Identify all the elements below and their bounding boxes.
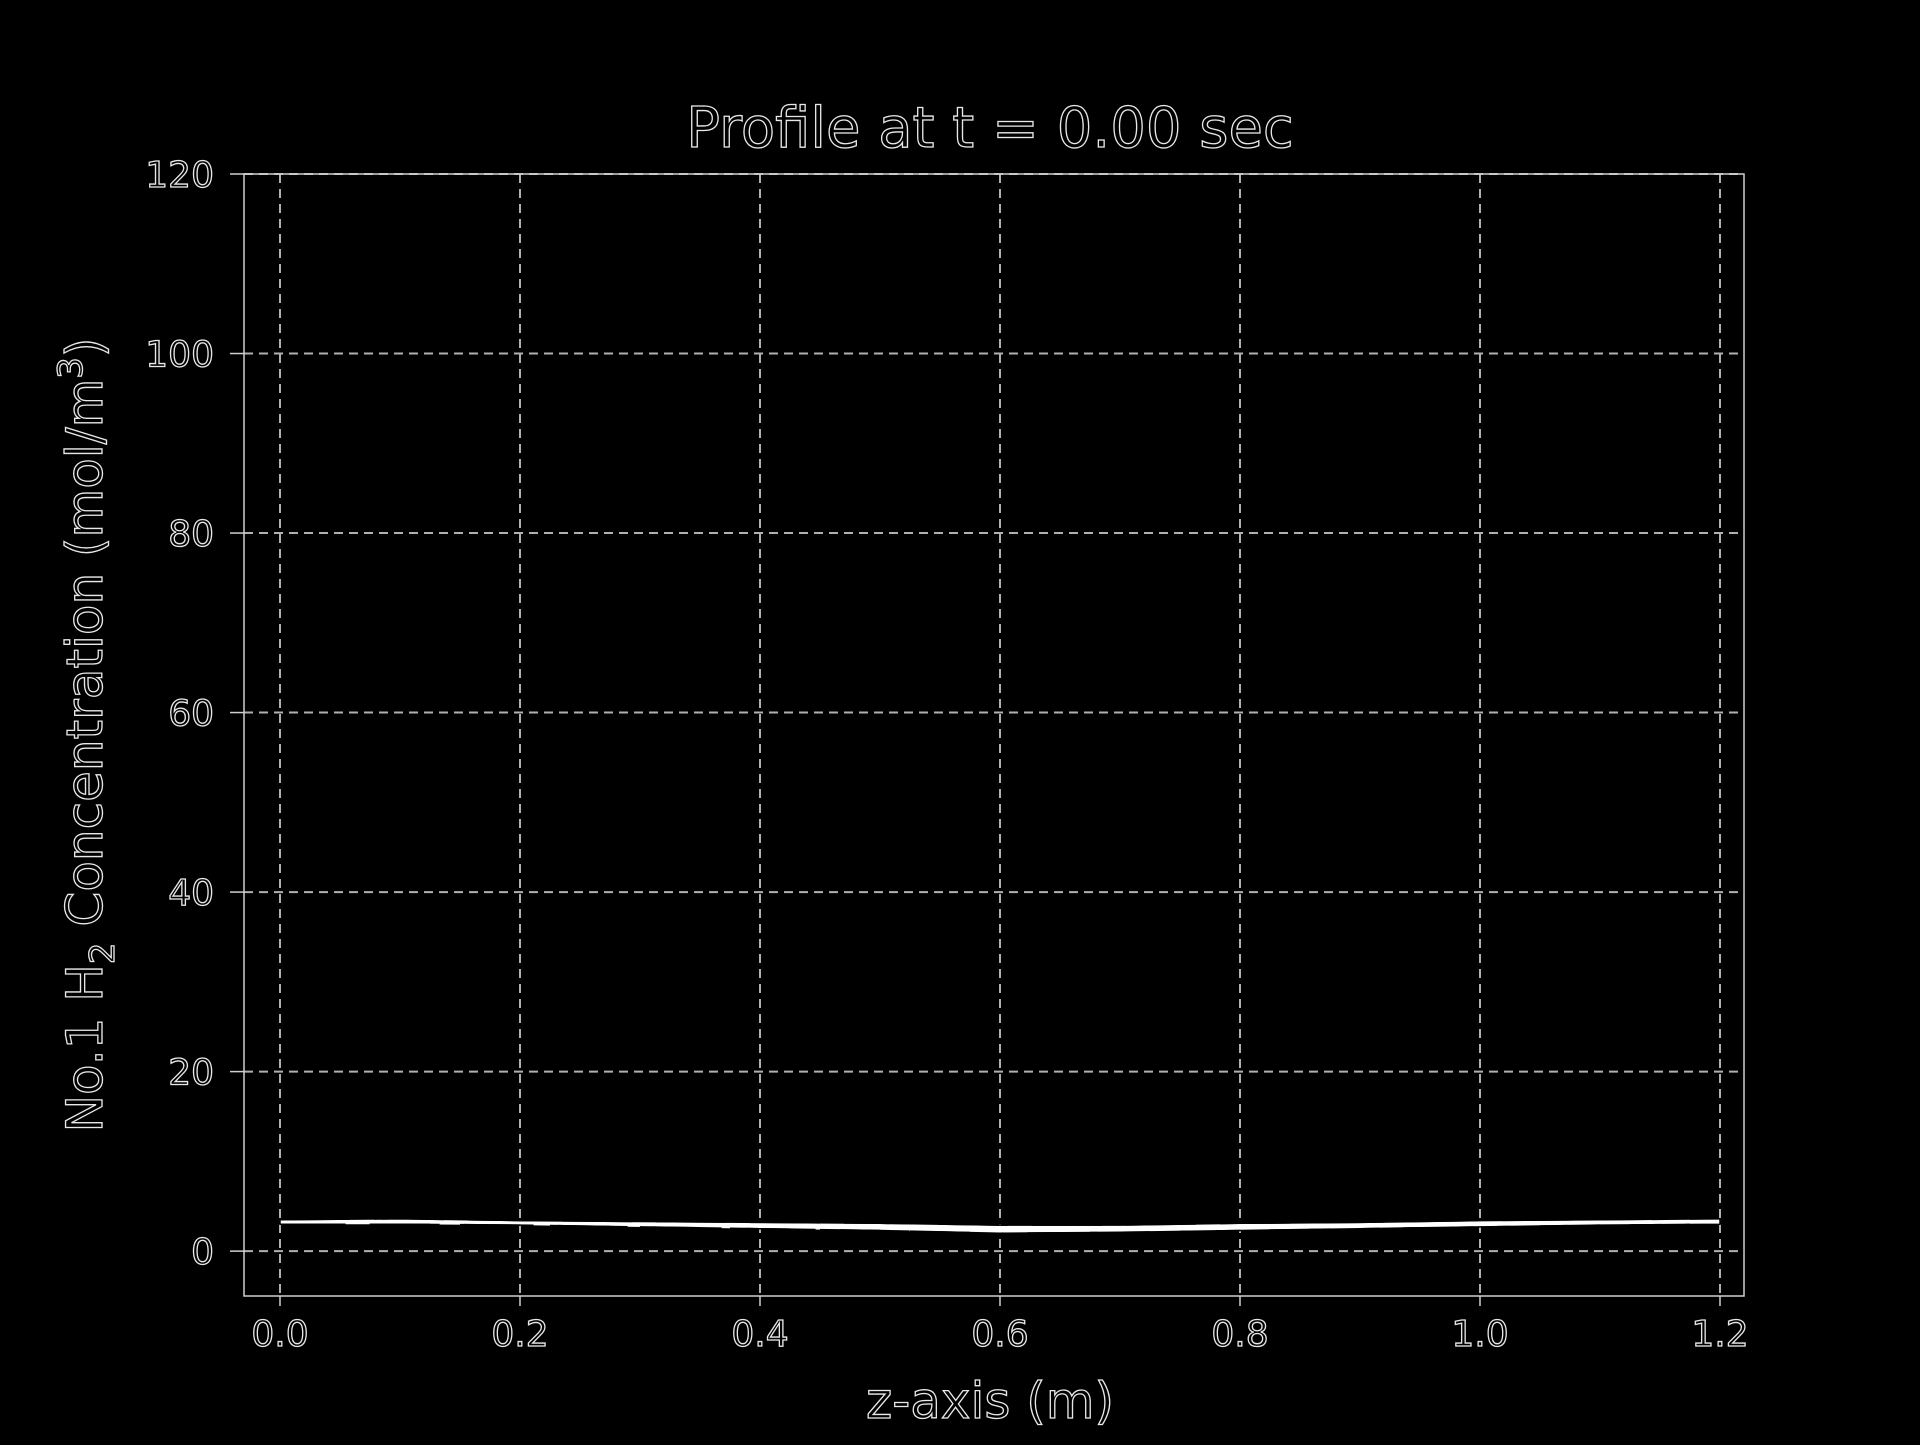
- y-label-subscript: 2: [83, 942, 123, 964]
- series-layer: [279, 1218, 1721, 1234]
- y-tick-label: 20: [168, 1053, 214, 1094]
- x-tick-label: 1.0: [1451, 1314, 1508, 1355]
- x-tick-label: 1.2: [1691, 1314, 1748, 1355]
- plot-frame: [243, 173, 1745, 1297]
- y-label-prefix: No.1 H: [56, 964, 114, 1132]
- x-tick-label: 0.0: [251, 1314, 308, 1355]
- x-tick-label: 0.2: [491, 1314, 548, 1355]
- y-tick-label: 100: [145, 335, 214, 376]
- y-axis-label: No.1 H2 Concentration (mol/m3): [51, 338, 123, 1133]
- chart-title: Profile at t = 0.00 sec: [686, 96, 1293, 161]
- series-line-upper: [279, 1218, 1721, 1226]
- x-axis-label: z-axis (m): [866, 1372, 1114, 1430]
- series-line-lower: [280, 1223, 1721, 1234]
- x-tick-label: 0.8: [1211, 1314, 1268, 1355]
- x-tick-label: 0.4: [731, 1314, 788, 1355]
- y-tick-label: 40: [168, 873, 214, 914]
- y-label-superscript: 3: [51, 357, 91, 379]
- y-tick-label: 60: [168, 694, 214, 735]
- grid-layer: [244, 173, 1744, 1296]
- y-tick-label: 80: [168, 514, 214, 555]
- x-tick-label: 0.6: [971, 1314, 1028, 1355]
- ticks-layer: 0.0 0.2 0.4 0.6 0.8 1.0 1.2 0 20 40 60 80 100 120: [145, 154, 1750, 1355]
- y-label-suffix: ): [56, 338, 114, 358]
- y-label-middle: Concentration (mol/m: [56, 379, 114, 943]
- y-tick-label: 120: [145, 155, 214, 196]
- y-tick-label: 0: [191, 1232, 214, 1273]
